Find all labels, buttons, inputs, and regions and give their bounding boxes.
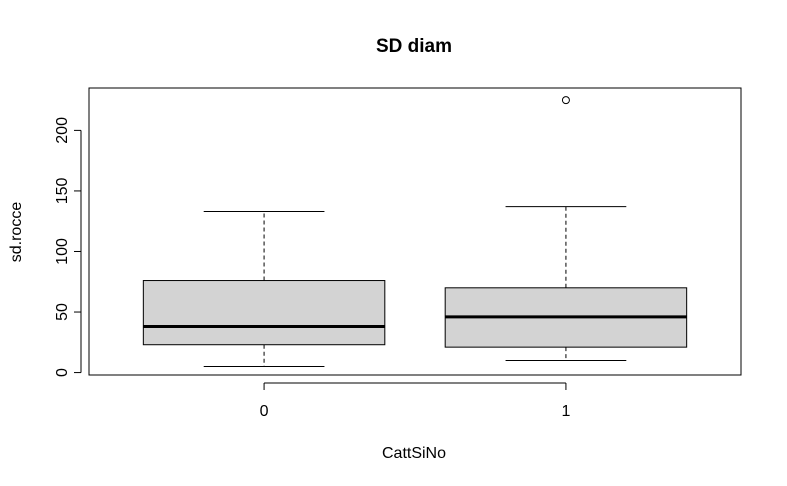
y-axis: 0 50 100 150 200 [54,117,82,377]
y-tick-label: 0 [54,368,71,377]
x-axis-label: CattSiNo [382,445,446,462]
box-1 [444,96,688,361]
y-tick-label: 150 [54,177,71,204]
y-axis-label: sd.rocce [8,202,25,263]
x-tick-label: 0 [260,403,269,420]
plot-frame [88,87,742,376]
chart-title: SD diam [376,36,452,57]
y-tick-label: 50 [54,303,71,321]
x-tick-label: 1 [561,403,570,420]
y-tick-label: 100 [54,238,71,265]
iqr-box [142,280,386,346]
box-group [142,96,688,368]
y-tick-label: 200 [54,117,71,144]
box-0 [142,211,386,368]
outlier-point [561,96,570,105]
